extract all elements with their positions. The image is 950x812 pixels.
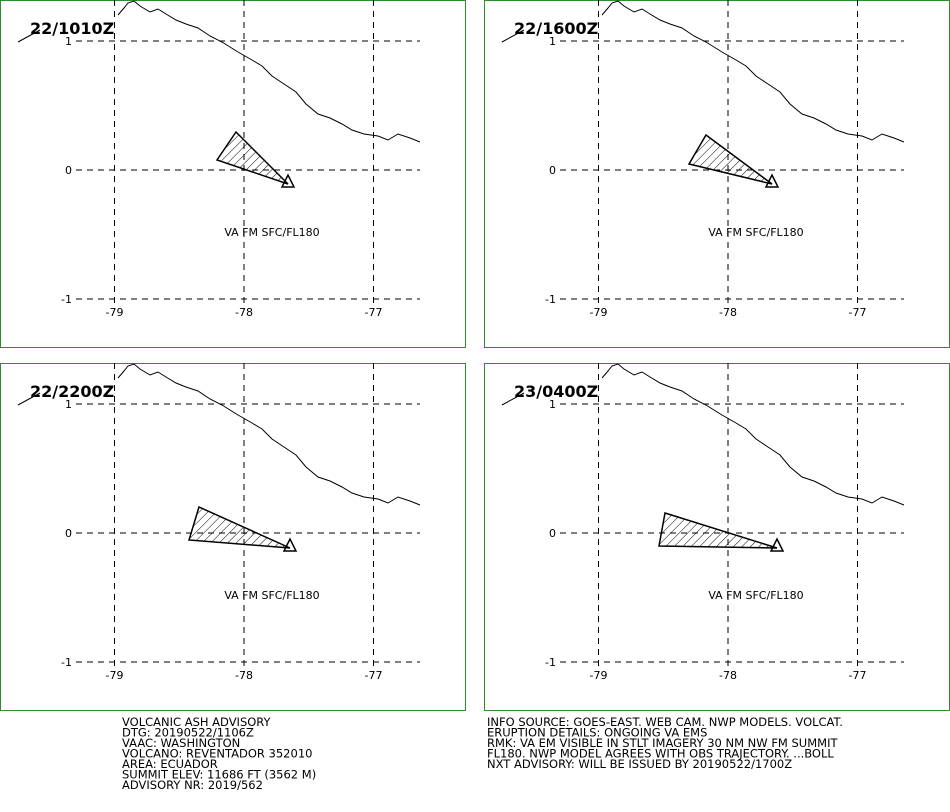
lat-tick-label: 0: [549, 527, 556, 540]
advisory-line: AREA: ECUADOR: [122, 757, 218, 771]
advisory-line: SUMMIT ELEV: 11686 FT (3562 M): [122, 768, 316, 782]
lon-tick-label: -77: [849, 306, 867, 319]
lat-tick-label: 0: [65, 164, 72, 177]
lat-tick-label: -1: [545, 293, 556, 306]
label-leader: [501, 29, 525, 43]
advisory-line: VOLCANO: REVENTADOR 352010: [122, 747, 312, 761]
lat-tick-label: 1: [65, 35, 72, 48]
advisory-line: FL180. NWP MODEL AGREES WITH OBS TRAJECT…: [487, 747, 834, 761]
ash-cloud: [658, 512, 778, 549]
advisory-line: ADVISORY NR: 2019/562: [122, 778, 263, 792]
lon-tick-label: -78: [719, 306, 737, 319]
lon-tick-label: -79: [590, 306, 608, 319]
lat-tick-label: 1: [65, 398, 72, 411]
ash-label: VA FM SFC/FL180: [708, 589, 803, 602]
advisory-line: INFO SOURCE: GOES-EAST. WEB CAM. NWP MOD…: [487, 715, 843, 729]
coastline: [601, 0, 905, 143]
map-panel: -79 -78 -77 1 0 -1 22/1010Z VA FM SFC/FL180: [0, 0, 466, 348]
volcano-symbol: [764, 173, 780, 188]
label-leader: [17, 29, 41, 43]
ash-label: VA FM SFC/FL180: [708, 226, 803, 239]
lon-tick-label: -78: [235, 669, 253, 682]
volcano-symbol: [282, 537, 298, 552]
lon-tick-label: -79: [106, 669, 124, 682]
coastline: [117, 0, 421, 143]
lat-tick-label: -1: [61, 293, 72, 306]
advisory-line: ERUPTION DETAILS: ONGOING VA EMS: [487, 726, 707, 740]
valid-time: 22/1010Z: [30, 19, 114, 38]
valid-time: 22/2200Z: [30, 382, 114, 401]
map-panel: -79 -78 -77 1 0 -1 22/1600Z VA FM SFC/FL180: [484, 0, 950, 348]
volcano-symbol: [769, 537, 785, 552]
ash-cloud: [215, 130, 289, 185]
lon-tick-label: -78: [235, 306, 253, 319]
ash-cloud: [687, 133, 773, 185]
lat-tick-label: 1: [549, 398, 556, 411]
panel-border: [0, 363, 466, 711]
label-leader: [501, 392, 525, 406]
lon-tick-label: -78: [719, 669, 737, 682]
lon-tick-label: -77: [365, 669, 383, 682]
label-leader: [17, 392, 41, 406]
advisory-line: RMK: VA EM VISIBLE IN STLT IMAGERY 30 NM…: [487, 736, 838, 750]
ash-label: VA FM SFC/FL180: [224, 226, 319, 239]
ash-cloud: [188, 505, 291, 549]
panel-border: [0, 0, 466, 348]
lat-tick-label: 0: [549, 164, 556, 177]
advisory-line: NXT ADVISORY: WILL BE ISSUED BY 20190522…: [487, 757, 792, 771]
volcano-symbol: [280, 173, 296, 188]
ash-label: VA FM SFC/FL180: [224, 589, 319, 602]
lon-tick-label: -79: [590, 669, 608, 682]
map-panel: -79 -78 -77 1 0 -1 23/0400Z VA FM SFC/FL180: [484, 363, 950, 711]
coastline: [117, 363, 421, 506]
lon-tick-label: -77: [365, 306, 383, 319]
advisory-line: DTG: 20190522/1106Z: [122, 726, 254, 740]
advisory-line: VAAC: WASHINGTON: [122, 736, 240, 750]
coastline: [601, 363, 905, 506]
lon-tick-label: -77: [849, 669, 867, 682]
lat-tick-label: -1: [545, 656, 556, 669]
lat-tick-label: -1: [61, 656, 72, 669]
valid-time: 22/1600Z: [514, 19, 598, 38]
lat-tick-label: 0: [65, 527, 72, 540]
map-panel: -79 -78 -77 1 0 -1 22/2200Z VA FM SFC/FL180: [0, 363, 466, 711]
lat-tick-label: 1: [549, 35, 556, 48]
advisory-line: VOLCANIC ASH ADVISORY: [122, 715, 272, 729]
valid-time: 23/0400Z: [514, 382, 598, 401]
lon-tick-label: -79: [106, 306, 124, 319]
